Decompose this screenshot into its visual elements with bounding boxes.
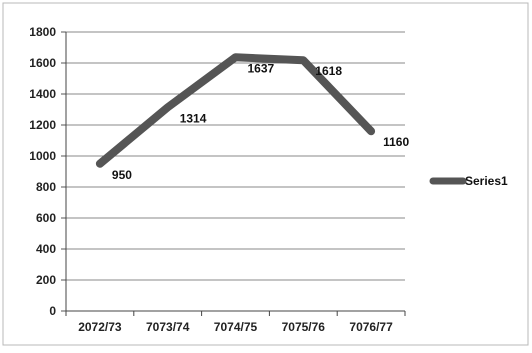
data-label: 1314 bbox=[180, 111, 207, 125]
data-label: 1637 bbox=[248, 61, 275, 75]
x-tick-label: 7075/76 bbox=[282, 320, 326, 334]
x-tick-label: 7076/77 bbox=[349, 320, 393, 334]
y-axis-tick-labels: 0 200 400 600 800 1000 1200 1400 1600 1800 bbox=[29, 25, 56, 318]
y-tick-label: 0 bbox=[49, 304, 56, 318]
legend: Series1 bbox=[429, 174, 508, 188]
chart-border bbox=[2, 2, 529, 346]
y-tick-label: 400 bbox=[36, 242, 56, 256]
legend-label: Series1 bbox=[465, 174, 508, 188]
series-line bbox=[95, 53, 376, 168]
x-tick-label: 7073/74 bbox=[146, 320, 190, 334]
x-axis-tick-labels: 2072/73 7073/74 7074/75 7075/76 7076/77 bbox=[78, 320, 393, 334]
data-label: 1618 bbox=[315, 64, 342, 78]
y-tick-label: 1600 bbox=[29, 56, 56, 70]
y-tick-label: 1800 bbox=[29, 25, 56, 39]
y-tick-label: 800 bbox=[36, 180, 56, 194]
data-labels: 950 1314 1637 1618 1160 bbox=[112, 61, 410, 181]
y-tick-label: 600 bbox=[36, 211, 56, 225]
grid-lines bbox=[61, 31, 405, 312]
y-tick-label: 200 bbox=[36, 273, 56, 287]
x-tick-label: 2072/73 bbox=[78, 320, 122, 334]
data-label: 950 bbox=[112, 168, 132, 182]
y-tick-label: 1200 bbox=[29, 118, 56, 132]
series-lines bbox=[95, 53, 376, 168]
axes bbox=[65, 32, 406, 316]
data-label: 1160 bbox=[383, 135, 409, 149]
y-tick-label: 1400 bbox=[29, 87, 56, 101]
y-tick-label: 1000 bbox=[29, 149, 56, 163]
x-tick-label: 7074/75 bbox=[214, 320, 258, 334]
